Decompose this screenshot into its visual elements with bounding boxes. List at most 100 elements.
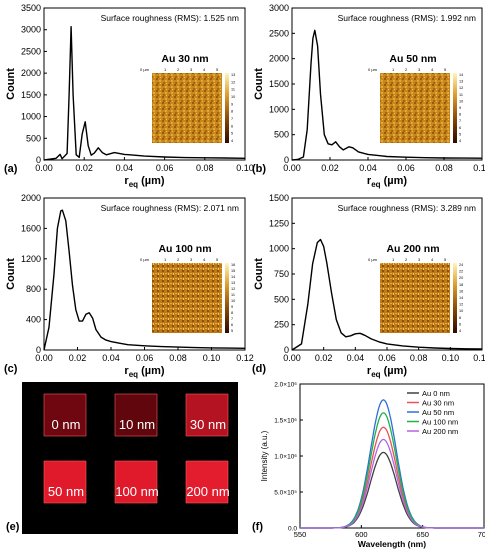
colorbar-tick: 5 bbox=[459, 132, 461, 136]
plot-frame bbox=[43, 7, 246, 161]
colorbar-tick: 5 bbox=[231, 132, 233, 136]
y-tick-label: 1000 bbox=[269, 244, 289, 254]
count-curve bbox=[43, 209, 246, 351]
y-tick-label: 0.0 bbox=[288, 526, 297, 533]
panel-label: (d) bbox=[252, 363, 266, 375]
colorbar-tick: 14 bbox=[231, 275, 235, 279]
inset-axis-tick: 2 bbox=[177, 257, 180, 262]
spectrum-line bbox=[300, 426, 484, 529]
y-tick-label: 1.0×10⁶ bbox=[274, 454, 297, 461]
inset-axis-tick: 5 bbox=[216, 67, 219, 72]
inset-axis-tick: 1 bbox=[392, 257, 395, 262]
colorbar bbox=[453, 73, 457, 143]
x-tick-label: 0.08 bbox=[410, 353, 428, 363]
panel-b-chart: 0 500 1000 1500 2000 2500 3000 0.00 0.02 0.04 0.06… bbox=[252, 3, 485, 189]
colorbar-tick: 10 bbox=[459, 309, 463, 313]
y-tick-label: 1500 bbox=[21, 90, 41, 100]
x-tick-label: 0.02 bbox=[69, 353, 87, 363]
sample-tile-edge bbox=[185, 460, 229, 504]
afm-inset-image bbox=[380, 73, 450, 143]
inset-title: Au 50 nm bbox=[389, 53, 436, 65]
y-tick-label: 1500 bbox=[269, 79, 289, 89]
y-axis-label: Count bbox=[253, 258, 265, 290]
spectrum-line bbox=[300, 451, 484, 529]
colorbar-tick: 8 bbox=[231, 110, 233, 114]
x-tick-label: 0.08 bbox=[435, 163, 453, 173]
x-tick-label: 0.12 bbox=[236, 353, 254, 363]
roughness-annotation: Surface roughness (RMS): 3.289 nm bbox=[338, 203, 476, 213]
panel-c-chart: 0 400 800 1200 1600 2000 0.00 0.02 0.04 0.06 0.08 0… bbox=[4, 193, 254, 379]
colorbar-tick: 12 bbox=[459, 303, 463, 307]
x-axis-label: req (µm) bbox=[124, 175, 164, 189]
afm-inset-image bbox=[152, 263, 222, 333]
inset-axis-tick: 4 bbox=[431, 257, 434, 262]
x-tick-label: 0.02 bbox=[75, 163, 93, 173]
panel-a-chart: 0 500 1000 1500 2000 2500 3000 3500 0.00 0.02 0.04… bbox=[4, 3, 254, 189]
colorbar-tick: 4 bbox=[459, 329, 461, 333]
y-tick-label: 400 bbox=[26, 315, 41, 325]
x-tick-label: 0.06 bbox=[397, 163, 415, 173]
colorbar-tick: 12 bbox=[231, 80, 235, 84]
x-axis-label: Wavelength (nm) bbox=[358, 539, 426, 549]
sample-tile-edge bbox=[185, 393, 229, 437]
panel-label: (a) bbox=[4, 163, 18, 175]
x-tick-label: 0.10 bbox=[203, 353, 221, 363]
colorbar-tick: 13 bbox=[231, 73, 235, 77]
sample-label: 100 nm bbox=[115, 484, 158, 499]
y-tick-label: 1000 bbox=[21, 112, 41, 122]
y-tick-label: 500 bbox=[26, 133, 41, 143]
inset-title: Au 30 nm bbox=[161, 53, 208, 65]
colorbar bbox=[225, 73, 229, 143]
y-axis-label: Intensity (a.u.) bbox=[260, 430, 269, 481]
sample-label: 50 nm bbox=[48, 484, 84, 499]
inset-axis-tick: 3 bbox=[190, 67, 193, 72]
y-tick-label: 2500 bbox=[21, 46, 41, 56]
inset-axis-tick: 4 bbox=[203, 67, 206, 72]
y-tick-label: 0 bbox=[36, 345, 41, 355]
colorbar-tick: 6 bbox=[459, 126, 461, 130]
sample-tile bbox=[44, 461, 86, 503]
x-tick-label: 650 bbox=[416, 530, 429, 539]
panel-label-e: (e) bbox=[6, 521, 20, 533]
roughness-annotation: Surface roughness (RMS): 1.992 nm bbox=[338, 13, 476, 23]
sample-label: 30 nm bbox=[190, 417, 226, 432]
sample-tile-edge bbox=[43, 393, 87, 437]
inset-axis-tick: 1 bbox=[164, 67, 167, 72]
x-tick-label: 0.04 bbox=[102, 353, 120, 363]
inset-axis-unit: 0 µm bbox=[368, 67, 378, 72]
colorbar bbox=[453, 263, 457, 333]
colorbar-tick: 24 bbox=[459, 263, 463, 267]
colorbar-tick: 10 bbox=[231, 95, 235, 99]
x-tick-label: 0.04 bbox=[116, 163, 134, 173]
y-tick-label: 2000 bbox=[21, 68, 41, 78]
inset-axis-tick: 3 bbox=[190, 257, 193, 262]
inset-axis-tick: 1 bbox=[392, 67, 395, 72]
colorbar-tick: 9 bbox=[231, 305, 233, 309]
sample-label: 0 nm bbox=[52, 417, 81, 432]
colorbar-tick: 6 bbox=[459, 322, 461, 326]
x-tick-label: 0.02 bbox=[315, 353, 333, 363]
colorbar-tick: 5 bbox=[231, 329, 233, 333]
y-tick-label: 1250 bbox=[269, 218, 289, 228]
x-tick-label: 0.06 bbox=[136, 353, 154, 363]
inset-axis-tick: 4 bbox=[431, 67, 434, 72]
x-tick-label: 0.00 bbox=[35, 353, 53, 363]
roughness-annotation: Surface roughness (RMS): 1.525 nm bbox=[101, 13, 239, 23]
x-tick-label: 0.04 bbox=[359, 163, 377, 173]
inset-axis-unit: 0 µm bbox=[140, 67, 150, 72]
count-curve bbox=[43, 26, 246, 161]
sample-tile-edge bbox=[43, 460, 87, 504]
sample-tile-edge bbox=[114, 393, 158, 437]
colorbar-tick: 8 bbox=[459, 316, 461, 320]
sample-tile bbox=[186, 461, 228, 503]
colorbar-tick: 18 bbox=[459, 283, 463, 287]
legend-entry: Au 50 nm bbox=[422, 408, 454, 417]
colorbar-tick: 15 bbox=[231, 269, 235, 273]
panel-label: (b) bbox=[252, 163, 266, 175]
y-tick-label: 1500 bbox=[269, 193, 289, 203]
colorbar-tick: 10 bbox=[231, 299, 235, 303]
y-tick-label: 0 bbox=[36, 155, 41, 165]
colorbar-tick: 13 bbox=[459, 80, 463, 84]
x-tick-label: 0.06 bbox=[378, 353, 396, 363]
